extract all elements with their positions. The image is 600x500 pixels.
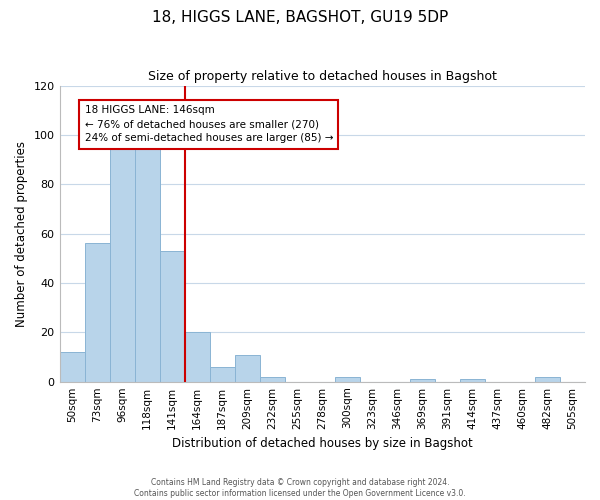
X-axis label: Distribution of detached houses by size in Bagshot: Distribution of detached houses by size …: [172, 437, 473, 450]
Title: Size of property relative to detached houses in Bagshot: Size of property relative to detached ho…: [148, 70, 497, 83]
Bar: [235, 354, 260, 382]
Bar: [335, 376, 360, 382]
Bar: [185, 332, 209, 382]
Bar: [59, 352, 85, 382]
Bar: [209, 367, 235, 382]
Bar: [85, 244, 110, 382]
Bar: [410, 379, 435, 382]
Bar: [134, 147, 160, 382]
Bar: [160, 251, 185, 382]
Text: 18 HIGGS LANE: 146sqm
← 76% of detached houses are smaller (270)
24% of semi-det: 18 HIGGS LANE: 146sqm ← 76% of detached …: [85, 106, 333, 144]
Bar: [260, 376, 285, 382]
Text: 18, HIGGS LANE, BAGSHOT, GU19 5DP: 18, HIGGS LANE, BAGSHOT, GU19 5DP: [152, 10, 448, 25]
Bar: [460, 379, 485, 382]
Bar: [535, 376, 560, 382]
Y-axis label: Number of detached properties: Number of detached properties: [15, 140, 28, 326]
Bar: [110, 135, 134, 382]
Text: Contains HM Land Registry data © Crown copyright and database right 2024.
Contai: Contains HM Land Registry data © Crown c…: [134, 478, 466, 498]
